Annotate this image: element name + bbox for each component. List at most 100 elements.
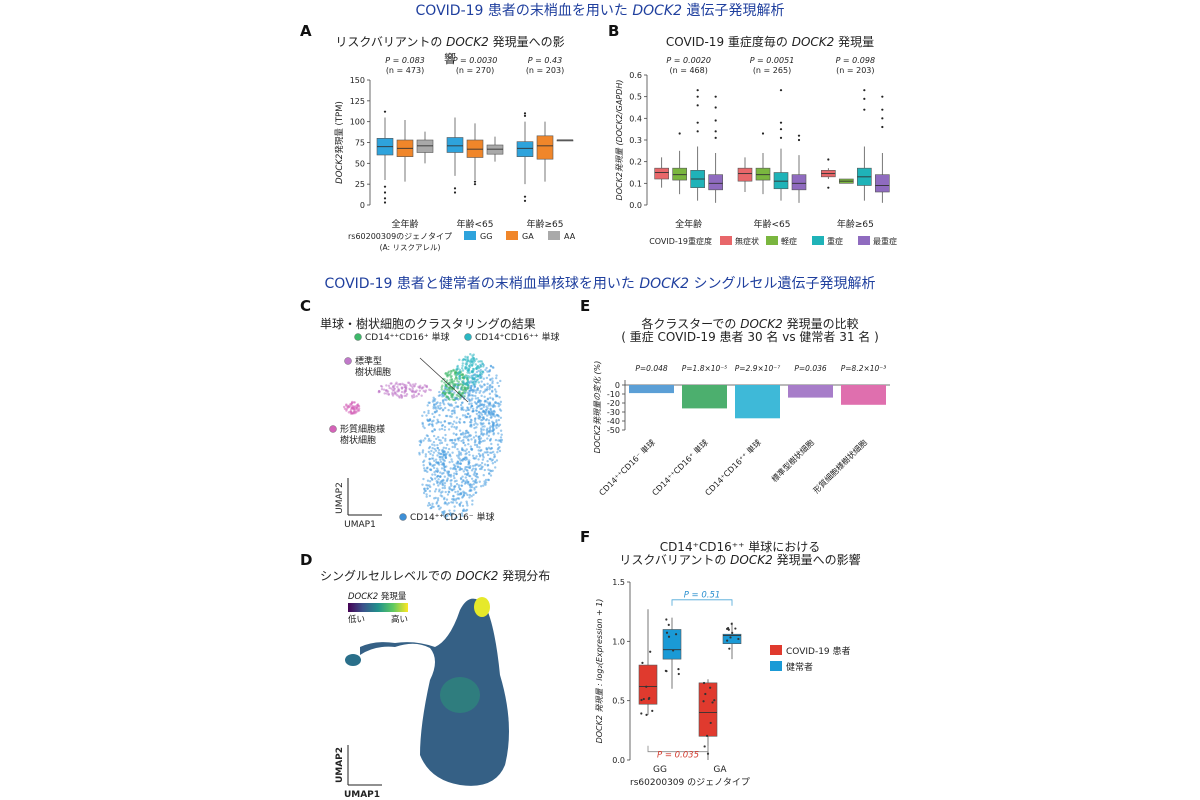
cluster-cd14-cd16pp-point xyxy=(467,384,470,387)
cluster-cd14-cd16neg-point xyxy=(487,434,491,437)
a-pvalue: P = 0.43 xyxy=(528,56,562,65)
cluster-cd14-cd16neg-point xyxy=(437,505,440,508)
cluster-cd14-cd16neg-point xyxy=(461,433,465,436)
cluster-cd14-cd16neg-point xyxy=(499,436,503,439)
cluster-cd14-cd16neg-point xyxy=(441,436,445,440)
f-box-健常者 xyxy=(722,633,742,645)
cluster-cd14-cd16neg-point xyxy=(466,493,469,497)
cluster-cd14-cd16neg-point xyxy=(488,386,492,389)
cluster-pdc-point xyxy=(343,407,347,410)
cluster-pdc-point xyxy=(354,404,357,408)
cluster-cd14-cd16neg-point xyxy=(437,405,440,408)
cluster-cd14-cd16neg-point xyxy=(469,384,473,388)
cluster-cd14-cd16neg-point xyxy=(460,468,464,471)
cluster-cd14-cd16pp-point xyxy=(458,371,461,375)
cluster-cd14-cd16neg-point xyxy=(470,447,473,451)
cluster-cd14-cd16neg-point xyxy=(486,450,489,454)
e-x-tick-label: CD14⁺⁺CD16⁺ 単球 xyxy=(650,437,710,497)
cluster-cd14-cd16neg-point xyxy=(419,440,423,443)
cluster-cd14-cd16neg-point xyxy=(477,437,481,441)
cluster-cdc-point xyxy=(400,387,404,390)
cluster-cd14-cd16neg-point xyxy=(488,472,491,475)
cluster-cd14-cd16pp-point xyxy=(481,370,485,373)
b-pvalue: P = 0.0051 xyxy=(750,56,795,65)
cluster-cd14-cd16neg-point xyxy=(475,426,478,429)
cluster-cd14-cd16neg-point xyxy=(424,453,428,456)
cluster-cd14-cd16pp-point xyxy=(479,376,483,380)
f-point xyxy=(709,686,712,689)
cluster-cd14-cd16neg-point xyxy=(481,410,485,414)
cluster-cd14-cd16neg-point xyxy=(431,454,435,457)
b-box-軽症 xyxy=(672,167,687,181)
f-point xyxy=(726,627,729,630)
cluster-cdc-point xyxy=(390,387,393,390)
cluster-cd14-cd16pp-point xyxy=(458,358,461,362)
cluster-cd14-cd16neg-point xyxy=(467,439,470,442)
cluster-cd14-cd16neg-point xyxy=(470,423,473,427)
d-umap-body xyxy=(360,598,509,786)
cluster-cd14-cd16neg-point xyxy=(486,386,489,389)
cluster-cd14-cd16neg-point xyxy=(477,369,480,373)
e-pvalue: P=0.048 xyxy=(635,364,668,373)
cluster-cd14-cd16neg-point xyxy=(497,432,500,435)
b-legend-label: 軽症 xyxy=(781,236,797,246)
cluster-cd14-cd16neg-point xyxy=(460,439,463,443)
cluster-cd14-cd16neg-point xyxy=(436,418,439,421)
cluster-cd14-cd16neg-point xyxy=(430,505,434,508)
cluster-cd14-cd16neg-point xyxy=(434,469,438,473)
f-legend-label: 健常者 xyxy=(786,661,813,673)
panel-f-title: CD14⁺CD16⁺⁺ 単球における リスクバリアントの DOCK2 発現量への… xyxy=(619,540,861,567)
cluster-cd14-cd16pp-point xyxy=(463,376,466,379)
cluster-cd14-cd16neg-point xyxy=(441,483,444,487)
a-box-GG-outlier xyxy=(453,187,457,190)
cluster-cd14-cd16neg-point xyxy=(491,381,494,385)
b-n-value: (n = 265) xyxy=(753,66,791,75)
cluster-cd14-cd16neg-point xyxy=(491,366,495,369)
cluster-cd14-cd16neg-point xyxy=(457,484,461,487)
cluster-cdc-point xyxy=(418,389,422,392)
cluster-cd14-cd16neg-point xyxy=(473,488,476,491)
b-pvalue: P = 0.098 xyxy=(836,56,876,65)
a-y-tick-label: 125 xyxy=(350,97,365,106)
cluster-cd14-cd16neg-point xyxy=(474,422,477,425)
cluster-cd14-cd16neg-point xyxy=(453,517,457,520)
cluster-cd14-cd16neg-point xyxy=(428,401,431,404)
cluster-cd14-cd16neg-point xyxy=(440,463,444,466)
cluster-cd14-cd16neg-point xyxy=(432,405,435,408)
cluster-cd14-cd16neg-point xyxy=(451,467,455,471)
cluster-cd14-cd16neg-point xyxy=(464,476,468,479)
cluster-cd14-cd16pp-point xyxy=(465,374,468,377)
cluster-cdc-point xyxy=(410,394,414,398)
b-box-最重症-outlier xyxy=(714,106,717,109)
cluster-cd14-cd16neg-point xyxy=(431,420,434,423)
cluster-cd14-cd16pp-point xyxy=(481,362,484,366)
a-box-GA-outlier xyxy=(473,183,477,186)
cluster-cd14-cd16neg-point xyxy=(423,411,426,414)
cluster-cd14-cd16neg-point xyxy=(487,446,491,450)
cluster-cd14-cd16neg-point xyxy=(490,447,494,450)
cluster-cd14-cd16neg-point xyxy=(444,439,447,442)
cluster-cd14-cd16neg-point xyxy=(491,390,494,393)
cluster-cdc-point xyxy=(390,382,393,385)
a-y-tick-label: 75 xyxy=(355,139,365,148)
cluster-cd14-cd16neg-point xyxy=(476,445,479,449)
cluster-cd14-cd16pos-point xyxy=(460,385,464,389)
cluster-pdc-point xyxy=(349,412,353,415)
cluster-cd14-cd16neg-point xyxy=(427,437,431,441)
cluster-cd14-cd16neg-point xyxy=(470,489,473,492)
cluster-cd14-cd16neg-point xyxy=(471,407,475,411)
cluster-cd14-cd16neg-point xyxy=(478,480,481,483)
cluster-cd14-cd16neg-point xyxy=(494,466,497,469)
cluster-cd14-cd16neg-point xyxy=(478,401,482,405)
f-point xyxy=(642,697,645,701)
cluster-cd14-cd16neg-point xyxy=(444,437,447,441)
b-legend-label: 最重症 xyxy=(873,236,897,246)
cluster-cd14-cd16pos-point xyxy=(443,381,446,384)
f-bracket-bottom xyxy=(647,745,709,753)
panel-b-label: B xyxy=(608,22,620,40)
cluster-cd14-cd16neg-point xyxy=(470,477,474,480)
cluster-cd14-cd16pos-point xyxy=(461,388,464,391)
cluster-cd14-cd16neg-point xyxy=(447,408,450,412)
cluster-cd14-cd16pos-point xyxy=(448,387,451,391)
cluster-cd14-cd16neg-point xyxy=(479,389,482,393)
